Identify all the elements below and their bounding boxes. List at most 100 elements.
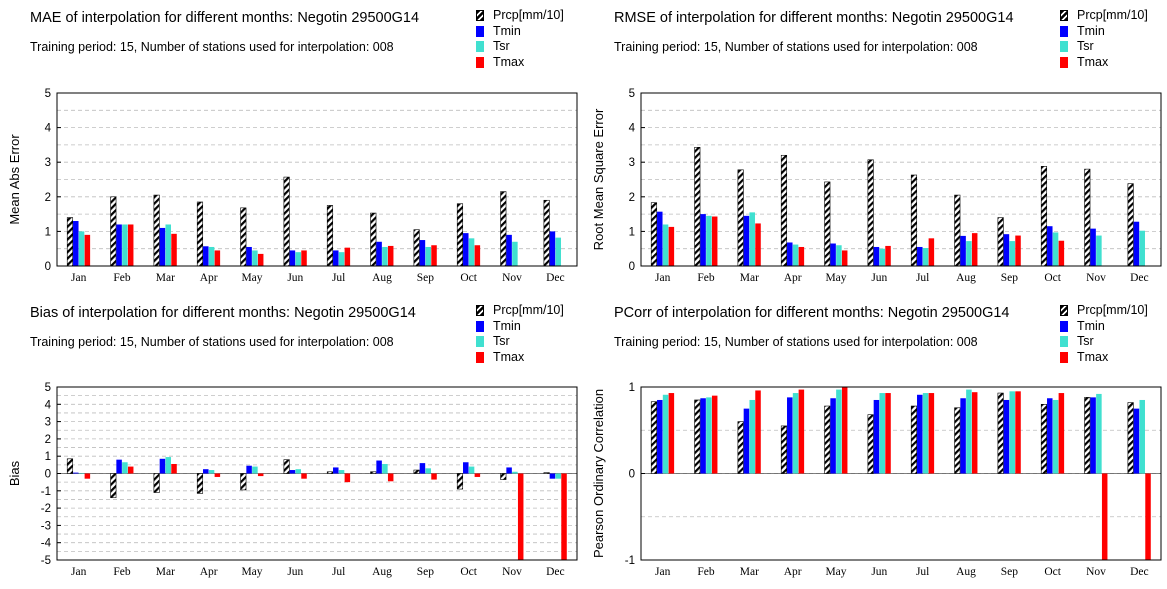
bar-tmax-nov (517, 473, 524, 560)
bar-prcp-aug (954, 407, 961, 474)
x-tick-label: Sep (1001, 272, 1019, 284)
y-tick-label: 4 (629, 123, 636, 135)
bar-tmin-aug (960, 235, 966, 266)
x-tick-label: Jan (655, 566, 671, 578)
x-tick-label: Nov (1086, 272, 1106, 284)
chart-title: PCorr of interpolation for different mon… (614, 305, 1010, 321)
bar-prcp-oct (1040, 404, 1048, 474)
bar-tsr-apr (208, 470, 215, 474)
x-tick-label: Nov (1086, 566, 1106, 578)
bar-prcp-dec (543, 199, 550, 267)
bar-tmax-apr (214, 473, 221, 477)
bar-tmax-may (257, 253, 264, 266)
y-tick-label: 2 (45, 434, 51, 446)
bar-tsr-mar (749, 399, 755, 474)
bar-prcp-jan (650, 401, 658, 474)
bar-prcp-apr (196, 201, 204, 267)
bar-tsr-apr (792, 244, 799, 266)
x-tick-label: Dec (1130, 272, 1149, 284)
y-tick-label: 1 (629, 226, 635, 238)
x-tick-label: Jan (71, 272, 87, 284)
y-tick-label: 2 (629, 192, 635, 204)
bar-tsr-jun (879, 393, 885, 474)
bar-tmax-mar (171, 463, 177, 474)
bar-tmax-dec (561, 473, 567, 560)
bar-tsr-mar (165, 457, 171, 474)
x-tick-label: Jan (655, 272, 671, 284)
chart-subtitle: Training period: 15, Number of stations … (614, 335, 978, 349)
bar-prcp-mar (153, 194, 160, 267)
legend-label: Tmin (1077, 318, 1105, 333)
blue-swatch-icon (476, 320, 484, 332)
bar-prcp-aug (954, 194, 961, 267)
y-tick-label: 2 (45, 192, 51, 204)
legend-label: Prcp[mm/10] (493, 303, 564, 317)
bar-tsr-mar (749, 212, 755, 266)
legend-item-tmin: Tmin (476, 319, 564, 335)
y-axis-label: Pearson Ordinary Correlation (591, 389, 606, 558)
bar-tsr-sep (1009, 241, 1015, 266)
legend-item-tmin: Tmin (1060, 319, 1148, 335)
legend-item-tsr: Tsr (476, 334, 564, 350)
bar-tmax-mar (171, 233, 177, 266)
bar-tmin-aug (960, 398, 966, 474)
chart-subtitle: Training period: 15, Number of stations … (30, 40, 394, 54)
legend-item-tsr: Tsr (1060, 39, 1148, 55)
legend-label: Tmax (493, 349, 525, 364)
bar-prcp-jun (283, 459, 290, 474)
x-tick-label: Apr (784, 272, 802, 284)
legend-item-tmax: Tmax (476, 350, 564, 366)
bar-tmax-jun (301, 473, 307, 479)
bar-prcp-may (824, 181, 831, 267)
bar-tsr-jul (922, 393, 929, 474)
blue-swatch-icon (476, 25, 484, 37)
bar-prcp-mar (737, 169, 744, 267)
red-swatch-icon (476, 56, 484, 68)
legend-label: Tmin (493, 318, 521, 333)
bar-prcp-may (240, 207, 247, 267)
x-tick-label: Mar (740, 566, 759, 578)
bar-tmax-feb (127, 466, 134, 474)
bar-tmin-jan (657, 399, 663, 474)
bar-tmin-may (830, 243, 836, 266)
bar-tmin-mar (159, 227, 166, 266)
legend-item-tmax: Tmax (476, 55, 564, 71)
bar-prcp-mar (737, 421, 744, 474)
bar-tmax-jan (668, 226, 675, 266)
bar-tmax-feb (711, 216, 718, 266)
bar-tmax-aug (971, 392, 978, 474)
bar-tsr-apr (792, 393, 799, 474)
y-tick-label: 0 (45, 469, 51, 481)
bar-prcp-mar (153, 473, 160, 493)
bar-tmin-sep (1003, 234, 1010, 266)
bar-prcp-jun (867, 414, 874, 474)
bar-tsr-jan (78, 473, 85, 474)
bias-plot: -5 -4 -3 -2 -1 0 1 2 3 4 5 Jan Feb Mar Apr May Jun Jul Aug… (7, 382, 578, 578)
bar-prcp-nov (1084, 168, 1091, 267)
bar-tmin-feb (116, 459, 122, 474)
bar-tmax-mar (755, 223, 761, 266)
bar-tmax-jul (928, 238, 935, 266)
y-tick-label: -5 (41, 555, 51, 567)
bar-tmax-jun (885, 245, 891, 266)
bar-tmin-nov (1090, 228, 1096, 266)
x-tick-label: Nov (502, 566, 522, 578)
bar-tsr-oct (1052, 399, 1059, 474)
bar-prcp-oct (1040, 166, 1048, 267)
blue-swatch-icon (1060, 25, 1068, 37)
legend-label: Prcp[mm/10] (1077, 8, 1148, 22)
bar-tsr-aug (382, 463, 388, 474)
x-tick-label: Jun (871, 272, 887, 284)
bar-tmin-sep (419, 463, 426, 474)
bar-prcp-feb (110, 196, 117, 267)
bar-tmin-may (246, 465, 252, 474)
y-axis-label: Root Mean Square Error (591, 108, 606, 250)
chart-title: RMSE of interpolation for different mont… (614, 10, 1014, 26)
hatch-swatch-icon (476, 305, 484, 317)
turquoise-swatch-icon (476, 336, 484, 348)
bar-tmin-dec (549, 231, 556, 266)
bar-prcp-oct (456, 473, 464, 490)
y-tick-label: 3 (45, 157, 51, 169)
bar-tmin-apr (203, 246, 209, 266)
bar-tmin-jun (873, 246, 880, 266)
